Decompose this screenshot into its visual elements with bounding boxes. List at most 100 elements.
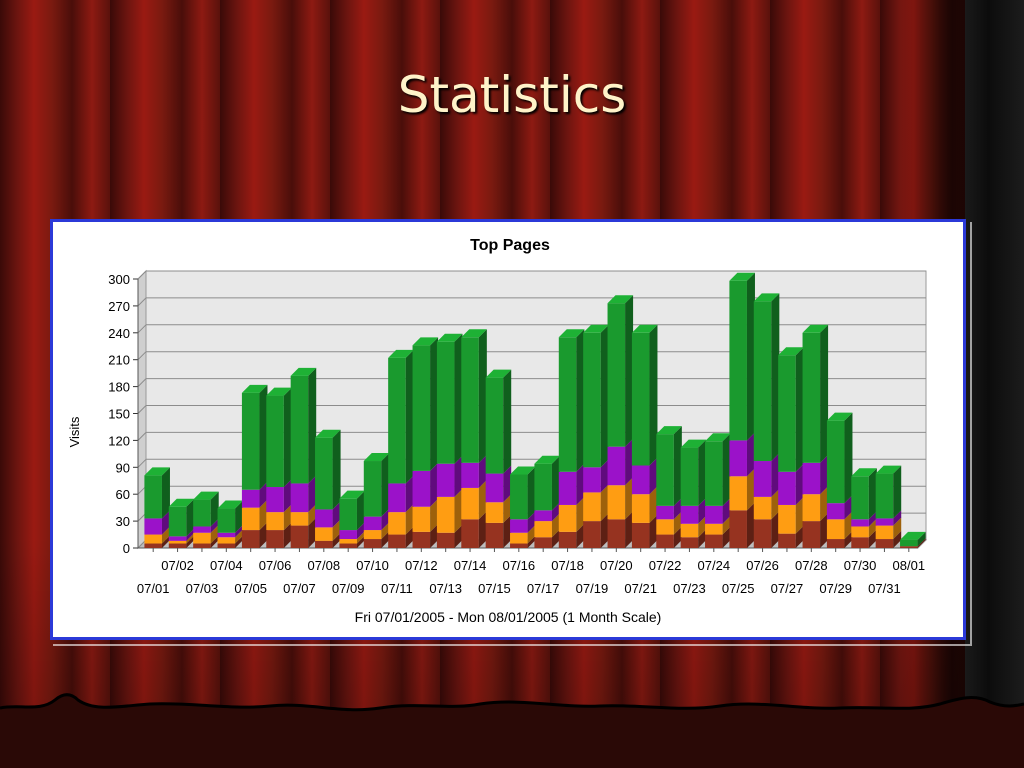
curtain-dark-edge (965, 0, 1024, 768)
bar-segment (705, 441, 723, 506)
bar-segment (144, 475, 162, 519)
bar-segment-side (893, 465, 902, 519)
bar-segment (656, 434, 674, 506)
bar-segment-side (454, 524, 463, 548)
x-tick-label: 07/11 (381, 581, 413, 596)
bar-top (241, 384, 268, 393)
bar-segment (436, 463, 455, 497)
x-tick-label: 07/24 (698, 558, 731, 573)
bar-segment-side (381, 531, 390, 548)
bar-segment (315, 540, 333, 548)
gridline-side (137, 458, 147, 468)
bar-top (851, 468, 877, 477)
bar-segment (510, 532, 528, 544)
bar-segment (290, 525, 309, 548)
bar-segment-side (551, 502, 560, 522)
bar-top (485, 369, 512, 378)
bar-segment (193, 499, 211, 527)
bar-segment-side (235, 529, 244, 544)
gridline-side (137, 270, 147, 280)
y-tick-label: 240 (108, 326, 130, 341)
bar-segment-side (405, 475, 414, 513)
bar-segment-side (673, 511, 682, 535)
bar-top (705, 433, 731, 442)
bar-segment (241, 489, 260, 508)
x-tick-label: 07/15 (478, 581, 511, 596)
y-tick-label: 210 (108, 353, 130, 368)
bar-segment-side (893, 531, 902, 548)
bar-segment (461, 462, 479, 488)
bar-top (753, 293, 780, 302)
bar-segment-side (503, 369, 512, 474)
bar-segment (485, 473, 504, 503)
bar-segment-side (210, 491, 219, 527)
bar-segment (778, 504, 796, 534)
bar-segment (485, 522, 504, 548)
bar-segment-side (673, 526, 682, 548)
bar-top (558, 329, 585, 338)
bar-segment-side (600, 459, 609, 493)
bar-segment-side (332, 501, 341, 528)
x-tick-label: 07/27 (771, 581, 804, 596)
bar-segment-side (308, 475, 317, 513)
bar-segment (412, 470, 431, 507)
bar-segment-side (576, 496, 585, 532)
x-tick-label: 07/25 (722, 581, 755, 596)
bar-segment (412, 531, 431, 548)
bar-segment-side (868, 518, 877, 538)
bar-segment (729, 476, 747, 511)
bar-segment-side (503, 465, 512, 503)
bar-segment-side (722, 433, 731, 506)
bar-segment (826, 519, 845, 540)
bar-segment (363, 516, 382, 531)
bar-segment-side (478, 511, 487, 548)
bar-segment (656, 505, 674, 520)
chart-title: Top Pages (470, 237, 550, 254)
bar-07-13 (436, 333, 463, 548)
bar-segment (534, 510, 552, 522)
bar-segment (241, 530, 260, 548)
bar-segment (631, 522, 650, 548)
x-axis-label: Fri 07/01/2005 - Mon 08/01/2005 (1 Month… (355, 609, 662, 625)
chart-panel: Top Pages Visits Fri 07/01/2005 - Mon 08… (50, 219, 966, 640)
bar-top (363, 453, 390, 462)
x-tick-label: 07/21 (624, 581, 657, 596)
bar-07-29 (826, 412, 853, 548)
bar-top (534, 455, 560, 464)
bar-top (875, 465, 902, 474)
bar-top (900, 531, 926, 540)
bar-07-20 (607, 295, 634, 548)
bar-segment (217, 537, 236, 544)
bar-segment (339, 530, 357, 540)
y-tick-label: 300 (108, 272, 130, 287)
bar-segment (436, 341, 455, 464)
bar-segment-side (235, 535, 244, 548)
bar-segment-side (235, 500, 244, 533)
y-tick-label: 90 (116, 460, 130, 475)
bar-segment (388, 483, 406, 513)
bar-segment (753, 301, 772, 462)
bar-segment-side (649, 324, 658, 466)
bar-segment (802, 332, 821, 463)
bar-segment-side (795, 496, 804, 534)
bar-segment (851, 526, 869, 538)
x-tick-label: 07/09 (332, 581, 365, 596)
bar-07-10 (363, 453, 390, 548)
bar-top (631, 324, 658, 333)
x-tick-label: 07/14 (454, 558, 487, 573)
gridline-side (137, 432, 147, 441)
bar-segment-side (893, 517, 902, 540)
bar-segment-side (308, 367, 317, 484)
bar-segment-side (356, 535, 365, 548)
bar-segment (290, 375, 309, 484)
bar-segment (412, 506, 431, 532)
bar-07-15 (485, 369, 512, 548)
bar-segment (363, 539, 382, 548)
bar-segment (412, 345, 431, 471)
bar-segment (461, 337, 479, 463)
bar-segment-side (746, 502, 755, 548)
bar-segment-side (600, 484, 609, 522)
bar-segment-side (625, 438, 634, 486)
bar-top (680, 439, 707, 448)
x-tick-label: 07/19 (576, 581, 609, 596)
